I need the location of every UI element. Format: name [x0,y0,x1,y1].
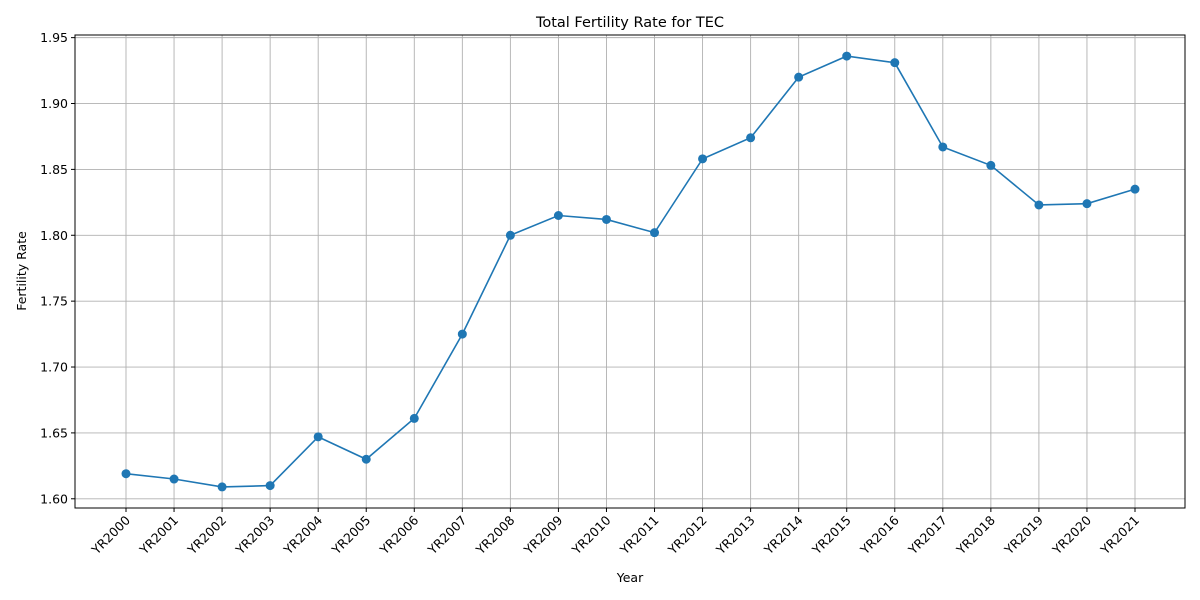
data-point [409,413,419,423]
data-point [169,474,179,484]
x-tick-label: YR2015 [808,513,853,558]
x-tick-label: YR2004 [280,512,325,557]
data-point [890,58,900,68]
y-tick-label: 1.75 [40,294,68,309]
series-layer [121,51,1140,492]
data-point [601,214,611,224]
x-tick-label: YR2003 [232,513,277,558]
x-tick-label: YR2021 [1097,513,1142,558]
data-point [1034,200,1044,210]
data-point [794,72,804,82]
x-tick-label: YR2016 [857,512,902,557]
x-axis-label: Year [616,570,644,585]
x-tick-label: YR2011 [616,513,661,558]
x-tick-label: YR2001 [136,513,181,558]
grid [75,35,1185,508]
data-point [698,154,708,164]
data-point [1082,199,1092,209]
x-tick-label: YR2014 [760,512,805,557]
chart-title: Total Fertility Rate for TEC [535,15,724,31]
plot-frame [74,34,1186,509]
data-point [361,454,371,464]
x-tick-label: YR2008 [472,512,517,557]
x-axis: YR2000 YR2001 YR2002 YR2003 YR2004 YR2005 YR20… [88,508,1142,558]
y-tick-label: 1.95 [40,30,68,45]
data-point [265,481,275,491]
x-tick-label: YR2002 [184,513,229,558]
x-tick-label: YR2019 [1001,512,1046,557]
data-point [313,432,323,442]
y-tick-label: 1.85 [40,162,68,177]
x-tick-label: YR2009 [520,512,565,557]
series-line [125,55,1136,488]
data-point [842,51,852,61]
y-tick-label: 1.90 [40,96,68,111]
data-point [457,329,467,339]
x-tick-label: YR2005 [328,513,373,558]
data-point [553,211,563,221]
y-tick-label: 1.70 [40,360,68,375]
y-axis-label: Fertility Rate [14,231,29,311]
x-tick-label: YR2010 [568,512,613,557]
data-point [121,469,131,479]
x-tick-label: YR2013 [712,513,757,558]
x-tick-label: YR2012 [664,513,709,558]
data-point [650,228,660,238]
data-point [1130,184,1140,194]
x-tick-label: YR2006 [376,512,421,557]
y-tick-label: 1.80 [40,228,68,243]
x-tick-label: YR2017 [905,513,950,558]
x-tick-label: YR2007 [424,513,469,558]
y-tick-label: 1.60 [40,491,68,506]
data-point [986,160,996,170]
x-tick-label: YR2020 [1049,512,1094,557]
data-point [938,142,948,152]
data-point [746,133,756,143]
y-axis: 1.60 1.65 1.70 1.75 1.80 1.85 1.90 1.95 [40,30,75,506]
data-point [505,230,515,240]
data-point [217,482,227,492]
y-tick-label: 1.65 [40,425,68,440]
x-tick-label: YR2018 [953,512,998,557]
x-tick-label: YR2000 [88,512,133,557]
